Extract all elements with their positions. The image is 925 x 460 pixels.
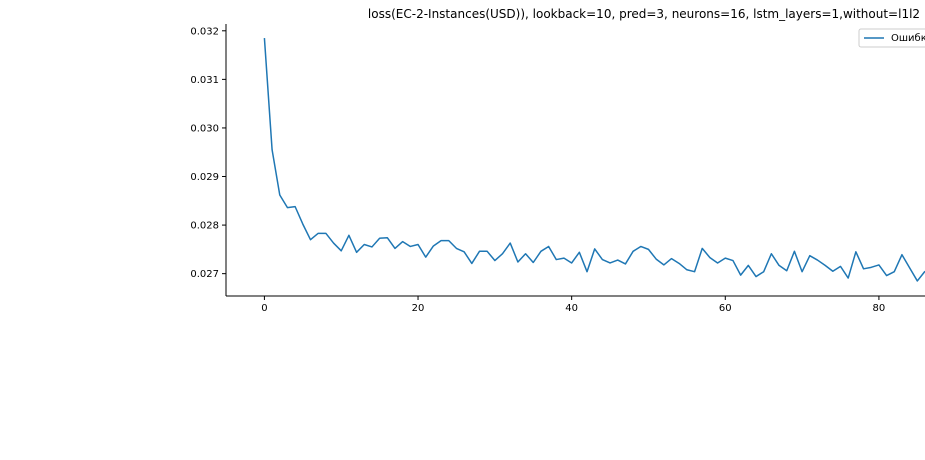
x-tick-label: 80 xyxy=(873,303,886,314)
y-tick-label: 0.027 xyxy=(190,269,219,280)
legend-box xyxy=(858,28,925,48)
y-tick-label: 0.030 xyxy=(190,123,219,134)
x-tick-label: 0 xyxy=(261,303,267,314)
y-tick-label: 0.032 xyxy=(190,26,219,37)
x-tick-label: 20 xyxy=(412,303,425,314)
series-line-Ошибка xyxy=(263,38,925,282)
y-axis-ticks: 0.027 0.028 0.029 0.030 0.031 0.032 xyxy=(190,26,226,280)
y-tick-label: 0.029 xyxy=(190,172,219,183)
x-tick-label: 40 xyxy=(565,303,578,314)
x-axis-ticks: 0 20 40 60 80 xyxy=(261,296,885,314)
y-tick-label: 0.028 xyxy=(190,221,219,232)
chart-title: loss(EC-2-Instances(USD)), lookback=10, … xyxy=(368,7,920,21)
series-layer xyxy=(263,38,925,282)
x-tick-label: 60 xyxy=(719,303,732,314)
legend-label: Ошибка xyxy=(891,33,925,44)
y-tick-label: 0.031 xyxy=(190,75,219,86)
legend: Ошибка xyxy=(858,28,925,48)
axes-spines xyxy=(225,24,925,297)
